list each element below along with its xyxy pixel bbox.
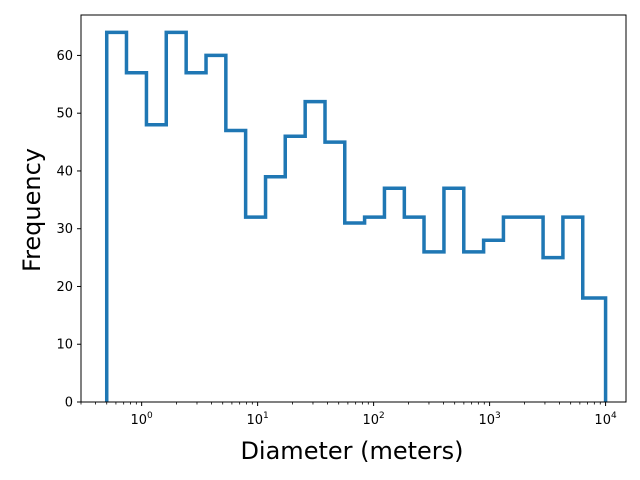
y-tick-label: 40 (56, 164, 73, 179)
histogram-step-line (104, 30, 608, 402)
y-tick-label: 10 (56, 338, 73, 353)
y-tick-label: 50 (56, 107, 73, 122)
x-tick-label: 103 (478, 411, 500, 428)
y-tick-label: 20 (56, 280, 73, 295)
x-tick-label: 100 (131, 411, 154, 428)
x-tick-label: 102 (362, 411, 384, 428)
y-axis-label: Frequency (18, 148, 46, 272)
x-tick-label: 101 (246, 411, 268, 428)
x-axis-label: Diameter (meters) (240, 437, 463, 465)
axes-layer: 0 10 20 30 40 50 60 100 101 102 103 104 (56, 14, 627, 428)
y-tick-label: 60 (56, 49, 73, 64)
plot-frame (80, 14, 627, 403)
y-tick-label: 0 (65, 396, 73, 411)
x-tick-label: 104 (594, 411, 617, 428)
plot-layer (104, 30, 608, 402)
y-tick-label: 30 (56, 222, 73, 237)
